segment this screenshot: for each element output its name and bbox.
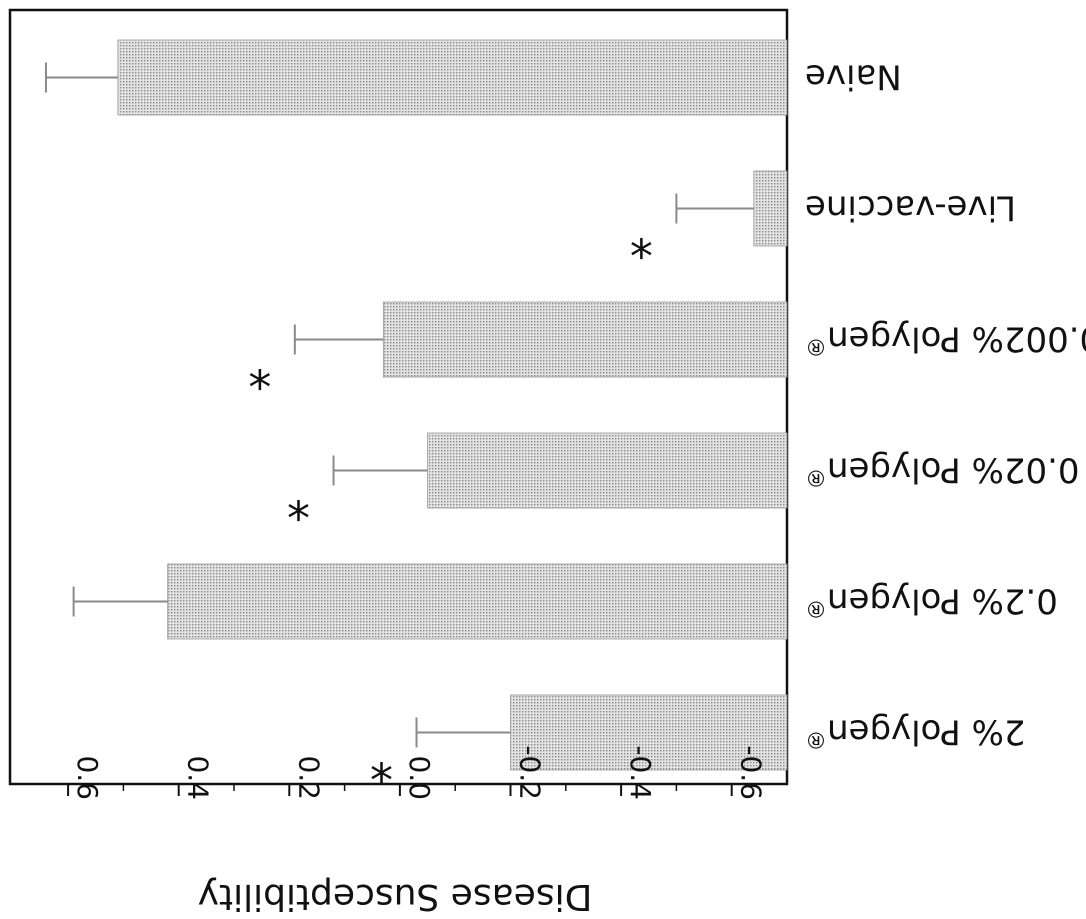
bar bbox=[753, 170, 788, 247]
x-tick-label: -0.2 bbox=[514, 745, 547, 800]
bar bbox=[117, 39, 788, 116]
bar bbox=[427, 432, 788, 509]
category-text: Live-vaccine bbox=[805, 188, 1016, 228]
category-label: 0.2% Polygen® bbox=[805, 581, 1058, 621]
significance-layer: * * * * bbox=[248, 214, 653, 792]
x-axis-ticks: 0.6 0.4 0.2 0.0 -0.2 -0.4 -0.6 bbox=[67, 745, 768, 800]
x-tick-label: -0.6 bbox=[735, 745, 768, 800]
category-text: 0.02% Polygen bbox=[827, 450, 1080, 490]
registered-mark: ® bbox=[805, 596, 827, 621]
category-label: 2% Polygen® bbox=[805, 712, 1025, 752]
category-label: Live-vaccine bbox=[805, 188, 1016, 228]
category-text: Naive bbox=[805, 57, 902, 97]
x-tick-label: -0.4 bbox=[624, 745, 657, 800]
x-tick-label: 0.0 bbox=[403, 755, 436, 800]
registered-mark: ® bbox=[805, 334, 827, 359]
category-label: 0.02% Polygen® bbox=[805, 450, 1080, 490]
category-label: Naive bbox=[805, 57, 902, 97]
category-text: 0.002% Polygen bbox=[827, 319, 1086, 359]
bar bbox=[510, 694, 788, 771]
significance-star: * bbox=[370, 738, 393, 792]
bar bbox=[382, 301, 788, 378]
x-tick-label: 0.2 bbox=[292, 755, 325, 800]
category-text: 2% Polygen bbox=[827, 712, 1025, 752]
significance-star: * bbox=[287, 476, 310, 530]
category-text: 0.2% Polygen bbox=[827, 581, 1058, 621]
bar bbox=[167, 563, 788, 640]
x-tick-label: 0.6 bbox=[71, 755, 104, 800]
registered-mark: ® bbox=[805, 727, 827, 752]
significance-star: * bbox=[630, 214, 653, 268]
axis-title: Disease Susceptibility bbox=[198, 876, 593, 917]
plot-frame bbox=[8, 8, 789, 786]
significance-star: * bbox=[248, 345, 271, 399]
registered-mark: ® bbox=[805, 465, 827, 490]
x-tick-label: 0.4 bbox=[182, 755, 215, 800]
error-bars-layer bbox=[44, 62, 754, 748]
category-label: 0.002% Polygen® bbox=[805, 319, 1086, 359]
bars-layer bbox=[117, 39, 788, 771]
